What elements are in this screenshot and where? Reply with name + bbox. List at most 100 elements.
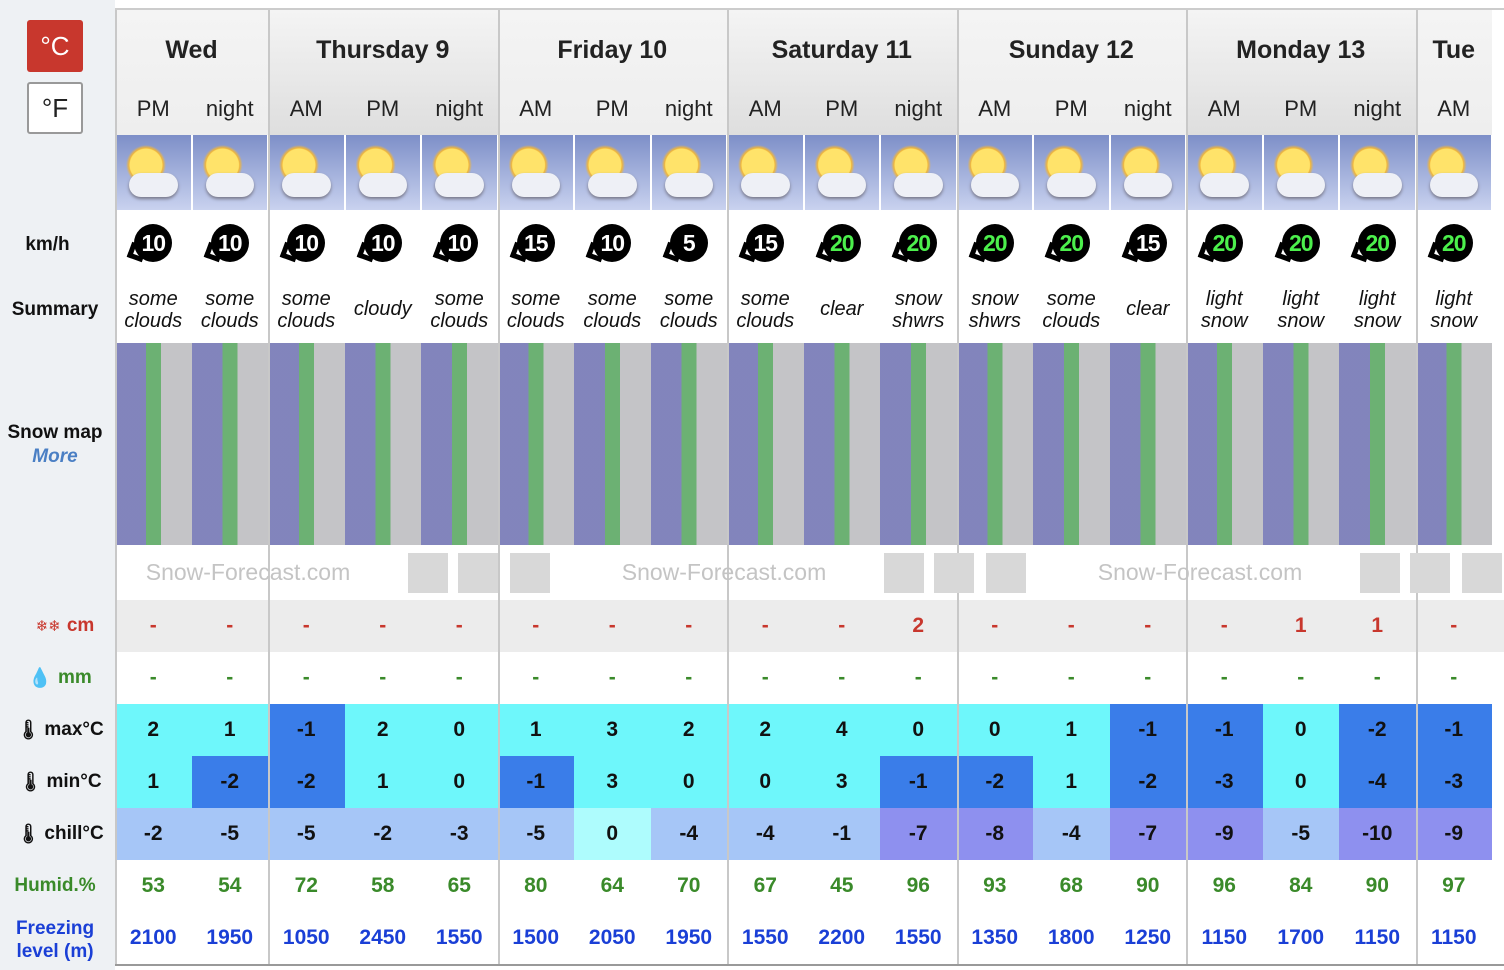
min-temp: -2 bbox=[268, 756, 345, 808]
snow-map bbox=[880, 343, 957, 545]
max-temp: -1 bbox=[1109, 704, 1186, 756]
chill-temp: -5 bbox=[191, 808, 268, 860]
max-temp: 0 bbox=[880, 704, 957, 756]
freezing-level: 2450 bbox=[359, 926, 407, 949]
map-layer-button[interactable] bbox=[986, 553, 1026, 593]
freezing-label: Freezing level (m) bbox=[15, 918, 95, 962]
snow-row-bg bbox=[115, 600, 1504, 652]
summary-text: clouds bbox=[200, 309, 259, 332]
summary-text: snow bbox=[894, 287, 942, 310]
rain-label: 💧 mm bbox=[10, 652, 110, 704]
min-temp: 0 bbox=[727, 756, 804, 808]
day-separator bbox=[1415, 10, 1418, 964]
snow-value: - bbox=[226, 614, 234, 637]
day-header bbox=[1186, 10, 1416, 135]
freezing-level: 1150 bbox=[1354, 926, 1401, 949]
summary-text: shwrs bbox=[892, 309, 945, 332]
period-label: night bbox=[1123, 95, 1172, 121]
max-temp: 2 bbox=[650, 704, 727, 756]
snow-map bbox=[1262, 343, 1339, 545]
cloud bbox=[894, 173, 943, 197]
rain-icon: 💧 bbox=[28, 668, 52, 689]
humidity: 97 bbox=[1442, 874, 1466, 897]
wind-speed: 20 bbox=[1281, 224, 1320, 262]
summary-text: clouds bbox=[659, 309, 718, 332]
rain-value: - bbox=[1450, 666, 1458, 689]
chill-temp: -4 bbox=[650, 808, 727, 860]
map-layer-button[interactable] bbox=[510, 553, 550, 593]
summary-text: cloudy bbox=[353, 297, 412, 320]
wind-speed: 15 bbox=[1128, 224, 1167, 262]
chill-temp: -5 bbox=[1262, 808, 1339, 860]
map-layer-button[interactable] bbox=[1360, 553, 1400, 593]
day-header bbox=[115, 10, 268, 135]
max-label-text: max°C bbox=[44, 719, 104, 740]
chill-temp: -2 bbox=[344, 808, 421, 860]
wind-speed: 20 bbox=[1052, 224, 1091, 262]
wind-speed: 10 bbox=[210, 224, 249, 262]
weather-icon bbox=[116, 135, 191, 210]
period-label: PM bbox=[595, 95, 629, 121]
day-name: Wed bbox=[165, 35, 218, 64]
max-temp: 2 bbox=[727, 704, 804, 756]
wind-speed: 10 bbox=[593, 224, 632, 262]
chill-temp: -5 bbox=[497, 808, 574, 860]
max-temp: -1 bbox=[1415, 704, 1492, 756]
map-layer-button[interactable] bbox=[1410, 553, 1450, 593]
snow-map bbox=[344, 343, 421, 545]
humidity: 72 bbox=[294, 874, 318, 897]
summary-text: some bbox=[664, 287, 714, 310]
map-layer-button[interactable] bbox=[934, 553, 974, 593]
weather-icon bbox=[957, 135, 1032, 210]
snow-map-label: Snow map bbox=[7, 422, 103, 443]
chill-temp: -9 bbox=[1415, 808, 1492, 860]
snow-value: - bbox=[1144, 614, 1152, 637]
weather-icon bbox=[498, 135, 573, 210]
snow-value: - bbox=[838, 614, 846, 637]
day-separator bbox=[727, 10, 729, 964]
summary-text: snow bbox=[1200, 309, 1248, 332]
snow-map bbox=[115, 343, 192, 545]
humidity: 68 bbox=[1059, 874, 1083, 897]
min-temp: -3 bbox=[1186, 756, 1263, 808]
freezing-level: 1350 bbox=[971, 926, 1019, 949]
wind-speed: 20 bbox=[822, 224, 861, 262]
rain-value: - bbox=[838, 666, 846, 689]
summary-text: snow bbox=[1353, 309, 1401, 332]
freezing-level: 1150 bbox=[1430, 926, 1477, 949]
rain-label-text: mm bbox=[57, 667, 92, 688]
wind-speed: 10 bbox=[363, 224, 402, 262]
map-layer-button[interactable] bbox=[458, 553, 498, 593]
min-temp: 3 bbox=[803, 756, 880, 808]
min-temp: 1 bbox=[344, 756, 421, 808]
snow-value: - bbox=[532, 614, 540, 637]
min-temp: -1 bbox=[880, 756, 957, 808]
summary-text: some bbox=[205, 287, 255, 310]
cloud bbox=[588, 173, 637, 197]
day-name: Friday 10 bbox=[557, 35, 668, 64]
map-layer-button[interactable] bbox=[408, 553, 448, 593]
chill-label-text: chill°C bbox=[44, 823, 104, 844]
map-layer-button[interactable] bbox=[1462, 553, 1502, 593]
thermo-icon: 🌡 bbox=[18, 772, 43, 793]
day-name: Sunday 12 bbox=[1008, 35, 1134, 64]
summary-text: light bbox=[1282, 287, 1320, 310]
weather-icon bbox=[422, 135, 497, 210]
day-header bbox=[268, 10, 498, 135]
day-separator bbox=[497, 10, 500, 964]
celsius-button[interactable]: °C bbox=[27, 20, 83, 72]
wind-speed: 10 bbox=[440, 224, 479, 262]
humidity: 65 bbox=[447, 874, 471, 897]
freezing-level: 1550 bbox=[894, 926, 942, 949]
more-link[interactable]: More bbox=[32, 446, 78, 467]
snow-map bbox=[650, 343, 727, 545]
humidity: 96 bbox=[1212, 874, 1236, 897]
cloud bbox=[1047, 173, 1096, 197]
cloud bbox=[1276, 173, 1325, 197]
watermark: Snow-Forecast.com bbox=[1097, 559, 1303, 585]
snow-value: 1 bbox=[1371, 614, 1384, 637]
logo-strip bbox=[115, 545, 1504, 600]
map-layer-button[interactable] bbox=[884, 553, 924, 593]
humidity: 90 bbox=[1365, 874, 1389, 897]
fahrenheit-button[interactable]: °F bbox=[27, 82, 83, 134]
